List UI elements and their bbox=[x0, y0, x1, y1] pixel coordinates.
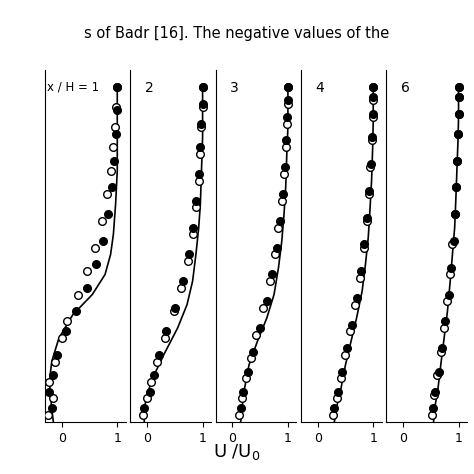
Text: 6: 6 bbox=[401, 81, 410, 95]
Text: s of Badr [16]. The negative values of the: s of Badr [16]. The negative values of t… bbox=[84, 27, 390, 41]
Text: 2: 2 bbox=[145, 81, 154, 95]
Text: 4: 4 bbox=[316, 81, 324, 95]
Text: 3: 3 bbox=[230, 81, 239, 95]
Text: x / H = 1: x / H = 1 bbox=[46, 81, 99, 94]
Text: U /U$_0$: U /U$_0$ bbox=[213, 442, 261, 462]
